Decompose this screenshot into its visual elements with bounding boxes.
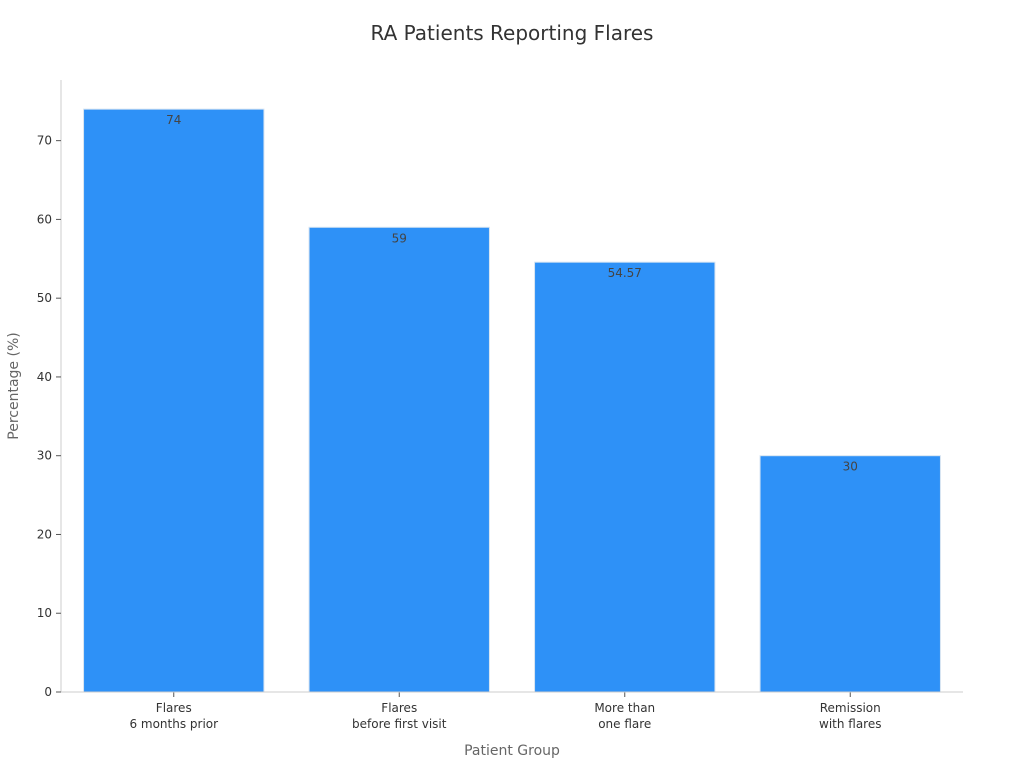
- x-tick-label: 6 months prior: [129, 717, 218, 731]
- y-tick-label: 30: [37, 449, 52, 463]
- x-tick-label: Flares: [381, 701, 417, 715]
- y-tick-label: 10: [37, 606, 52, 620]
- x-tick-label: before first visit: [352, 717, 447, 731]
- y-tick-label: 0: [44, 685, 52, 699]
- x-tick-label: one flare: [598, 717, 651, 731]
- x-tick-label: with flares: [819, 717, 882, 731]
- bar-value-label: 59: [392, 231, 407, 245]
- bar: [83, 108, 265, 693]
- x-axis-label: Patient Group: [464, 743, 560, 759]
- x-tick-label: More than: [594, 701, 655, 715]
- bar: [308, 226, 490, 693]
- x-tick-label: Remission: [820, 701, 881, 715]
- y-axis-label: Percentage (%): [6, 332, 22, 439]
- y-tick-label: 60: [37, 212, 52, 226]
- bar-value-label: 74: [166, 113, 181, 127]
- bar-value-label: 54.57: [608, 266, 642, 280]
- y-tick-label: 20: [37, 527, 52, 541]
- bar: [534, 261, 716, 693]
- bar-value-label: 30: [843, 460, 858, 474]
- plot-area: 0 10 20 30 40 50 60 70 74 Flares 6 months prior 59 F…: [37, 80, 963, 731]
- y-tick-label: 70: [37, 134, 52, 148]
- y-tick-label: 40: [37, 370, 52, 384]
- y-tick-label: 50: [37, 291, 52, 305]
- x-tick-label: Flares: [156, 701, 192, 715]
- bar: [759, 455, 941, 693]
- chart-title: RA Patients Reporting Flares: [371, 21, 654, 45]
